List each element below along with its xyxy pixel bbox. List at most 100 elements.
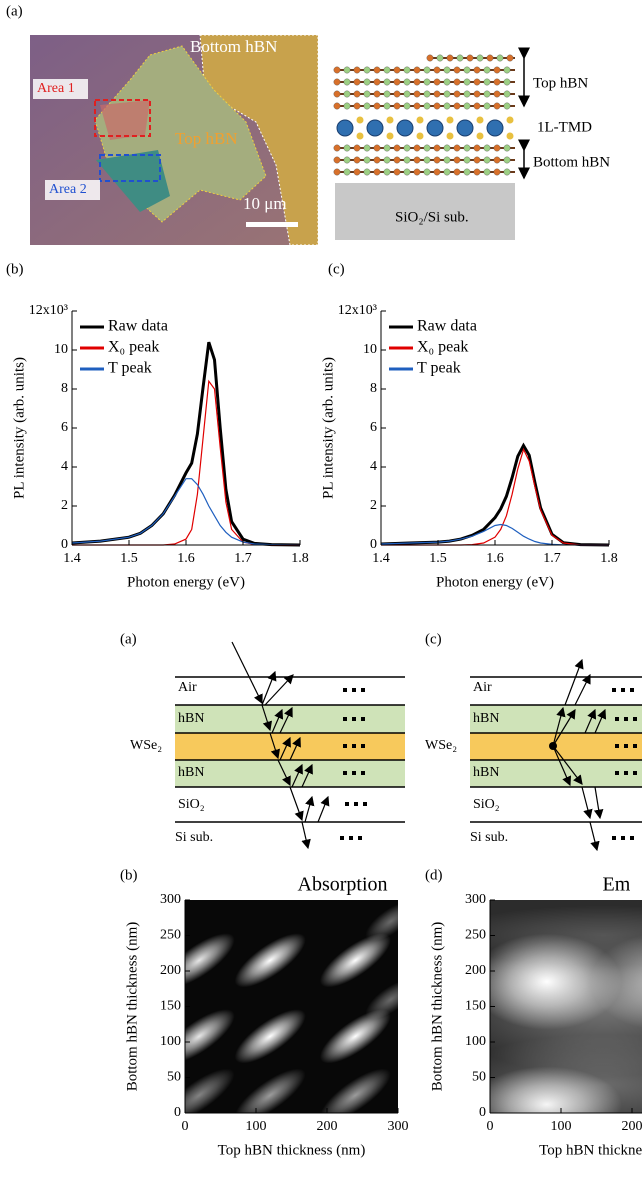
- chalcogen: [356, 116, 364, 124]
- atom: [473, 144, 481, 152]
- atom: [373, 144, 381, 152]
- y-tick-label: 2: [61, 498, 68, 513]
- chart-title: Em: [603, 874, 631, 896]
- layer-label: Air: [178, 680, 197, 695]
- substrate: [335, 183, 515, 240]
- atom: [503, 66, 511, 74]
- chalcogen: [446, 116, 454, 124]
- series-line: [380, 523, 609, 546]
- atom: [473, 90, 481, 98]
- atom: [483, 144, 491, 152]
- atom: [493, 168, 501, 176]
- metal-atom: [336, 119, 354, 137]
- atom: [353, 66, 361, 74]
- atom: [383, 78, 391, 86]
- layer: [175, 705, 405, 733]
- legend-label: T peak: [108, 360, 152, 377]
- atom: [433, 168, 441, 176]
- atom: [383, 168, 391, 176]
- atom: [343, 102, 351, 110]
- atom: [363, 102, 371, 110]
- heatmap-blob: [319, 933, 391, 988]
- panel-label: (c): [425, 631, 442, 647]
- x-tick-label: 1.7: [543, 551, 561, 566]
- series-line: [71, 341, 301, 547]
- atom: [493, 144, 501, 152]
- atom: [393, 168, 401, 176]
- x-axis-label: Top hBN thickness: [539, 1142, 642, 1158]
- heatmap-blob: [234, 1009, 306, 1064]
- atom: [483, 168, 491, 176]
- atom: [333, 102, 341, 110]
- y-axis-label: PL intensity (arb. units): [11, 357, 27, 499]
- bottom-hbn-label: Bottom hBN: [533, 154, 610, 170]
- y-tick-label: 200: [160, 963, 181, 978]
- layer: [470, 760, 642, 787]
- chart: Raw data X₀ peak T peak 0 2 4 6 8 10 12x10³ 1.4 1.5…: [320, 303, 617, 590]
- x-tick-label: 1.5: [120, 551, 138, 566]
- area1-box: [94, 99, 151, 137]
- atom: [353, 78, 361, 86]
- layer-label: hBN: [178, 711, 204, 726]
- layer: [175, 760, 405, 787]
- atom: [473, 156, 481, 164]
- tmd-label: 1L-TMD: [537, 119, 592, 135]
- atom: [473, 168, 481, 176]
- area2-box: [99, 154, 161, 182]
- atom: [443, 102, 451, 110]
- atom: [403, 78, 411, 86]
- y-tick-label: 4: [61, 459, 68, 474]
- atom: [483, 90, 491, 98]
- atom: [503, 78, 511, 86]
- metal-atom: [486, 119, 504, 137]
- chart: Em 0 50 100 150 200 250 300 0 100 200 Top hBN thick…: [429, 874, 642, 1158]
- y-tick-label: 8: [61, 381, 68, 396]
- atom: [476, 54, 484, 62]
- series-line: [72, 379, 300, 546]
- atom: [423, 78, 431, 86]
- top-hbn-label: Top hBN: [533, 75, 588, 91]
- atom: [343, 78, 351, 86]
- y-axis-label: Bottom hBN thickness (nm): [124, 922, 140, 1092]
- metal-atom: [396, 119, 414, 137]
- chalcogen: [386, 116, 394, 124]
- atom: [443, 66, 451, 74]
- area2-label: Area 2: [49, 182, 87, 197]
- atom: [493, 156, 501, 164]
- x-tick-label: 0: [487, 1119, 494, 1134]
- atom: [493, 90, 501, 98]
- atom: [443, 144, 451, 152]
- legend-label: Raw data: [417, 318, 477, 335]
- atom: [473, 66, 481, 74]
- atom: [503, 144, 511, 152]
- heatmap-blob: [234, 1068, 306, 1113]
- scale-bar: [246, 222, 298, 227]
- bottom-hbn-label: Bottom hBN: [190, 37, 277, 56]
- heatmap-blob: [185, 1068, 235, 1113]
- label-box: [33, 79, 88, 99]
- layer: [470, 705, 642, 733]
- atom: [363, 168, 371, 176]
- series-line: [381, 447, 609, 546]
- x-tick-label: 200: [622, 1119, 642, 1134]
- heatmap-blob: [365, 979, 398, 1020]
- atom: [443, 168, 451, 176]
- atom: [483, 156, 491, 164]
- y-tick-label: 150: [160, 999, 181, 1014]
- atom: [343, 90, 351, 98]
- layer-label: Si sub.: [175, 830, 213, 845]
- atom: [393, 78, 401, 86]
- heatmap-image: [490, 900, 642, 1113]
- atom: [383, 156, 391, 164]
- atom: [383, 90, 391, 98]
- atom: [333, 144, 341, 152]
- y-tick-label: 0: [370, 537, 377, 552]
- y-axis-label: PL intensity (arb. units): [320, 357, 336, 499]
- layer-label: SiO₂: [473, 797, 500, 812]
- atom: [373, 156, 381, 164]
- atom: [433, 90, 441, 98]
- chalcogen: [386, 132, 394, 140]
- y-tick-label: 12x10³: [338, 303, 377, 318]
- micrograph: Area 1 Area 2 Bottom hBN Top hBN 10 μm: [30, 34, 319, 246]
- x-tick-label: 1.7: [234, 551, 252, 566]
